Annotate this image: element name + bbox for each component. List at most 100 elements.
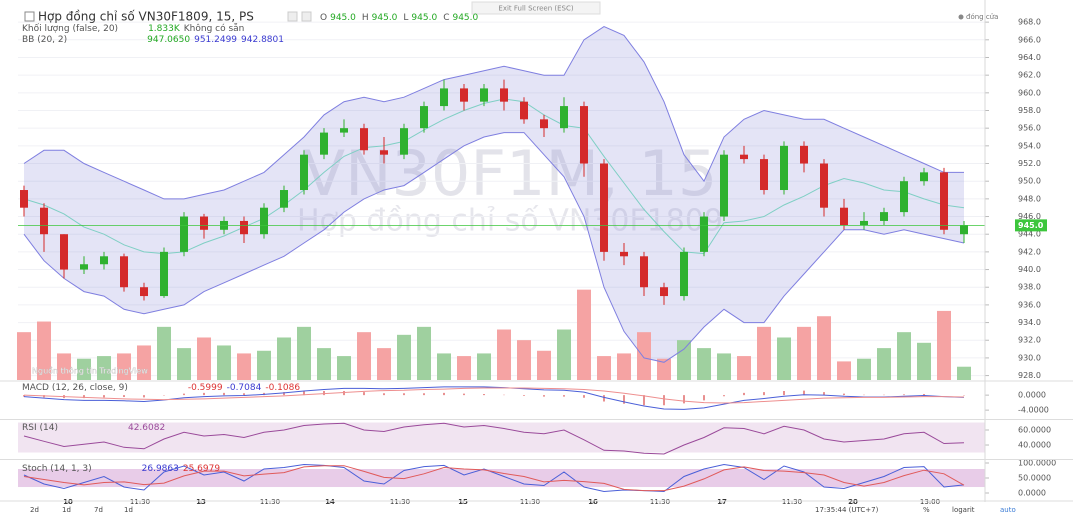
bb-name: BB (20, 2) [22, 35, 67, 45]
volume-bar [217, 345, 231, 380]
volume-bar [117, 353, 131, 380]
volume-name: Khối lượng (false, 20) [22, 23, 118, 34]
stoch-value: 26.9863 [142, 464, 179, 474]
ohlc-name: H [362, 13, 369, 23]
volume-bar [637, 332, 651, 380]
candle-body [240, 220, 248, 235]
bb-legend: BB (20, 2) 947.0650 951.2499 942.8801 [22, 35, 284, 45]
volume-bar [17, 332, 31, 380]
volume-bar [497, 329, 511, 380]
range-button[interactable]: 2d [30, 506, 39, 514]
candle-body [760, 159, 768, 191]
collapse-icon[interactable] [24, 11, 35, 22]
bb-lower [23, 132, 965, 363]
candle-body [320, 132, 328, 155]
x-tick-label: 11:30 [390, 498, 410, 506]
candle-body [40, 207, 48, 235]
stoch-name: Stoch (14, 1, 3) [22, 464, 92, 474]
ohlc-legend: O 945.0 H 945.0 L 945.0 C 945.0 [320, 13, 479, 23]
stoch-value: 25.6979 [183, 464, 220, 474]
y-tick-label: 60.0000 [1018, 426, 1051, 435]
icon[interactable] [301, 11, 312, 22]
candle-body [100, 256, 108, 265]
source: Nguồn thông tin TradingView [32, 366, 148, 376]
bb-middle [23, 98, 965, 255]
macd-name: MACD (12, 26, close, 9) [22, 383, 128, 393]
candle-body [900, 181, 908, 213]
candle-body [400, 128, 408, 155]
candle-body [840, 207, 848, 226]
y-tick-label: 938.0 [1018, 283, 1041, 292]
macd-value: -0.7084 [227, 383, 262, 393]
range-button[interactable]: 1d [62, 506, 71, 514]
macd-line [23, 386, 965, 410]
volume-bar [597, 356, 611, 380]
macd-legend: MACD (12, 26, close, 9) -0.5999 -0.7084 -0.… [22, 383, 300, 393]
y-tick-label: 928.0 [1018, 371, 1041, 380]
volume-bar [377, 348, 391, 380]
clock: 17:35:44 (UTC+7) [815, 506, 879, 514]
candle-body [440, 88, 448, 107]
x-tick-label: 20 [848, 498, 858, 506]
y-tick-label: -4.0000 [1018, 406, 1049, 415]
candle-body [480, 88, 488, 102]
exit-fullscreen[interactable]: Exit Full Screen (ESC) [498, 5, 573, 13]
y-tick-label: 964.0 [1018, 53, 1041, 62]
ohlc-value: 945.0 [330, 13, 356, 23]
candle-body [420, 106, 428, 129]
candle-body [940, 172, 948, 230]
ohlc-name: O [320, 13, 327, 23]
volume-bar [917, 342, 931, 380]
chart-title: Hợp đồng chỉ số VN30F1809, 15, PS [38, 10, 254, 24]
icon[interactable] [287, 11, 298, 22]
candle-body [540, 119, 548, 129]
bb-value: 942.8801 [241, 35, 284, 45]
volume-bar [417, 326, 431, 380]
candle-body [60, 234, 68, 270]
y-tick-label: 958.0 [1018, 106, 1041, 115]
volume-bar [237, 353, 251, 380]
y-tick-label: 952.0 [1018, 159, 1041, 168]
close-dot [958, 14, 964, 20]
rsi-legend: RSI (14) 42.6082 [22, 423, 165, 433]
volume-bar [37, 321, 51, 380]
candle-body [300, 154, 308, 191]
ohlc-name: L [403, 13, 408, 23]
candle-body [920, 172, 928, 182]
y-tick-label: 954.0 [1018, 141, 1041, 150]
stoch-legend: Stoch (14, 1, 3) 26.9863 25.6979 [22, 464, 220, 474]
candle-body [640, 256, 648, 288]
close-label: đóng cửa [966, 13, 998, 21]
rsi-band [18, 422, 985, 453]
volume-bar [297, 326, 311, 380]
volume-bar [137, 345, 151, 380]
candle-body [460, 88, 468, 102]
volume-bar [797, 326, 811, 380]
volume-bar [937, 310, 951, 380]
y-tick-label: 100.0000 [1018, 459, 1056, 468]
range-button[interactable]: 1d [124, 506, 133, 514]
volume-bar [697, 348, 711, 380]
volume-value: 1.833K [148, 24, 181, 34]
y-tick-label: 966.0 [1018, 35, 1041, 44]
volume-bar [757, 326, 771, 380]
volume-bar [277, 337, 291, 380]
exit-button[interactable] [471, 1, 601, 15]
candle-body [280, 190, 288, 208]
volume-bar [617, 353, 631, 380]
candle-body [780, 145, 788, 191]
volume-legend: Khối lượng (false, 20) 1.833K Không có sẵn [22, 23, 244, 34]
x-tick-label: 11:30 [782, 498, 802, 506]
volume-bar [197, 337, 211, 380]
rsi-name: RSI (14) [22, 423, 58, 433]
candle-body [120, 256, 128, 288]
volume-bar [537, 350, 551, 380]
y-tick-label: 940.0 [1018, 265, 1041, 274]
y-tick-label: 948.0 [1018, 194, 1041, 203]
range-button[interactable]: 7d [94, 506, 103, 514]
log-button[interactable]: logarit [952, 506, 975, 514]
y-tick-label: 0.0000 [1018, 391, 1046, 400]
auto-button[interactable]: auto [1000, 506, 1016, 514]
percent-button[interactable]: % [923, 506, 930, 514]
